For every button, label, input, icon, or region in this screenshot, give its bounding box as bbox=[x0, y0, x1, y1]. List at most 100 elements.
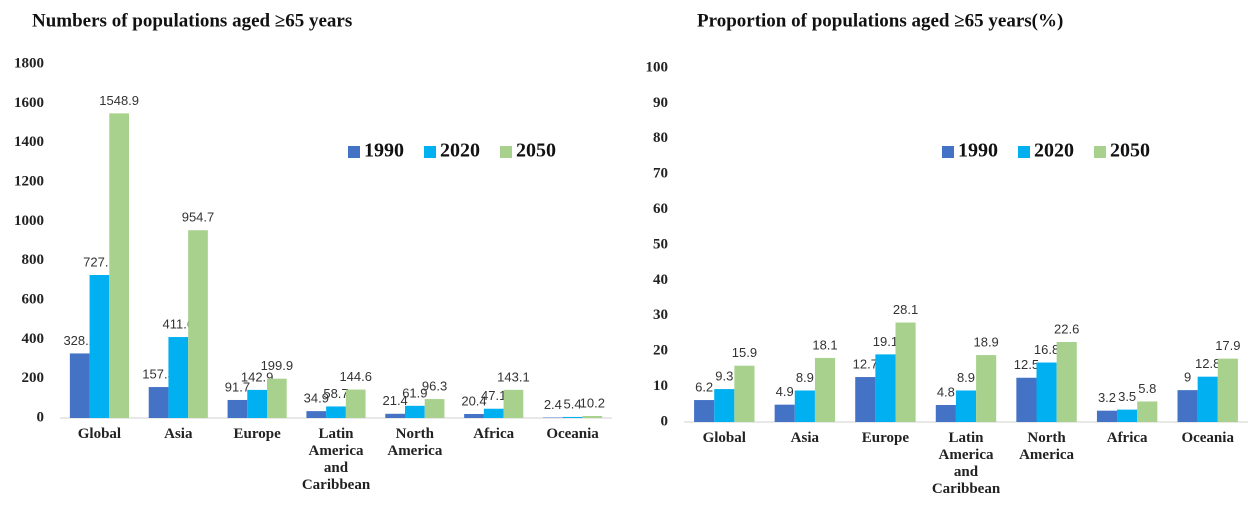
data-label: 143.1 bbox=[497, 369, 530, 384]
y-tick-label: 600 bbox=[22, 291, 45, 307]
y-tick-label: 800 bbox=[22, 252, 45, 268]
x-tick-label: Latin America and Caribbean bbox=[931, 430, 1001, 497]
bar bbox=[345, 389, 366, 418]
data-label: 157.3 bbox=[142, 367, 175, 382]
bar bbox=[168, 337, 189, 418]
x-tick-label: Europe bbox=[861, 430, 910, 446]
y-tick-label: 400 bbox=[22, 331, 45, 347]
data-label: 61.9 bbox=[402, 385, 427, 400]
bar bbox=[1096, 410, 1118, 422]
bar bbox=[1217, 358, 1238, 422]
data-label: 6.2 bbox=[695, 379, 713, 394]
chart-title: Proportion of populations aged ≥65 years… bbox=[697, 10, 1063, 31]
y-tick-label: 1200 bbox=[14, 173, 44, 189]
data-label: 21.4 bbox=[382, 393, 407, 408]
bar bbox=[483, 408, 504, 418]
y-tick-label: 200 bbox=[22, 370, 45, 386]
y-tick-label: 50 bbox=[653, 236, 668, 252]
x-tick-label: Africa bbox=[473, 426, 515, 442]
y-tick-label: 1800 bbox=[14, 55, 44, 71]
x-tick-label: North America bbox=[1019, 430, 1075, 463]
x-tick-label: Asia bbox=[790, 430, 820, 446]
data-label: 2.4 bbox=[544, 397, 562, 412]
bar bbox=[562, 416, 583, 418]
y-tick-label: 1400 bbox=[14, 134, 44, 150]
y-tick-label: 100 bbox=[646, 59, 669, 75]
legend-label: 2020 bbox=[440, 140, 480, 162]
data-label: 5.4 bbox=[564, 396, 582, 411]
legend-swatch bbox=[424, 146, 436, 158]
data-label: 47.1 bbox=[481, 388, 506, 403]
x-tick-label: Europe bbox=[233, 426, 281, 442]
y-tick-label: 0 bbox=[37, 409, 45, 425]
data-label: 5.8 bbox=[1138, 381, 1156, 396]
data-label: 144.6 bbox=[339, 369, 372, 384]
data-label: 22.6 bbox=[1054, 321, 1079, 336]
y-tick-label: 10 bbox=[653, 378, 668, 394]
chart-title: Numbers of populations aged ≥65 years bbox=[32, 10, 352, 31]
bar bbox=[1036, 362, 1057, 422]
y-tick-label: 0 bbox=[661, 413, 669, 429]
bar bbox=[875, 354, 896, 422]
data-label: 4.8 bbox=[937, 384, 955, 399]
data-label: 954.7 bbox=[182, 210, 215, 225]
legend-label: 1990 bbox=[958, 140, 998, 162]
data-label: 18.9 bbox=[973, 335, 998, 350]
data-label: 20.4 bbox=[461, 393, 486, 408]
x-tick-label: Oceania bbox=[1181, 430, 1234, 446]
data-label: 727.1 bbox=[83, 254, 116, 269]
bar bbox=[247, 389, 267, 418]
data-label: 12.8 bbox=[1195, 356, 1220, 371]
y-tick-label: 60 bbox=[653, 201, 668, 217]
y-tick-label: 70 bbox=[653, 166, 668, 182]
bar bbox=[582, 415, 603, 418]
data-label: 18.1 bbox=[812, 337, 837, 352]
bar bbox=[976, 355, 997, 422]
y-tick-label: 90 bbox=[653, 95, 668, 111]
y-tick-label: 80 bbox=[653, 130, 668, 146]
bar bbox=[774, 404, 795, 422]
data-label: 16.8 bbox=[1034, 342, 1059, 357]
data-label: 19.1 bbox=[873, 334, 898, 349]
bar bbox=[69, 353, 90, 418]
bar bbox=[405, 405, 425, 418]
data-label: 4.9 bbox=[776, 384, 794, 399]
data-label: 12.7 bbox=[853, 356, 878, 371]
bar bbox=[955, 390, 977, 422]
bar bbox=[1197, 376, 1218, 422]
bar bbox=[326, 406, 346, 418]
legend-swatch bbox=[1094, 146, 1106, 158]
x-tick-label: Global bbox=[702, 430, 746, 446]
data-label: 8.9 bbox=[957, 370, 975, 385]
data-label: 9 bbox=[1184, 370, 1191, 385]
data-label: 411.6 bbox=[162, 316, 194, 331]
legend-swatch bbox=[1018, 146, 1030, 158]
data-label: 142.9 bbox=[241, 369, 274, 384]
data-label: 28.1 bbox=[893, 302, 918, 317]
legend-label: 2020 bbox=[1034, 140, 1074, 162]
data-label: 1548.9 bbox=[99, 93, 139, 108]
data-label: 96.3 bbox=[422, 378, 447, 393]
bar bbox=[188, 230, 208, 418]
y-tick-label: 1000 bbox=[14, 213, 44, 229]
x-tick-label: Asia bbox=[164, 426, 193, 442]
bar bbox=[109, 113, 129, 419]
data-label: 12.5 bbox=[1014, 357, 1039, 372]
bar bbox=[855, 377, 876, 422]
bar bbox=[694, 400, 715, 422]
legend-label: 1990 bbox=[364, 140, 404, 162]
bar bbox=[306, 411, 327, 418]
data-label: 34.9 bbox=[304, 391, 329, 406]
bar bbox=[89, 275, 110, 418]
bar bbox=[734, 365, 755, 422]
bar bbox=[1177, 390, 1198, 422]
bar bbox=[1056, 341, 1077, 422]
bar bbox=[1016, 377, 1037, 422]
data-label: 8.9 bbox=[796, 370, 814, 385]
bar bbox=[385, 413, 405, 418]
y-tick-label: 30 bbox=[653, 307, 668, 323]
data-label: 9.3 bbox=[715, 369, 733, 384]
bar bbox=[714, 389, 735, 422]
data-label: 3.2 bbox=[1098, 390, 1116, 405]
